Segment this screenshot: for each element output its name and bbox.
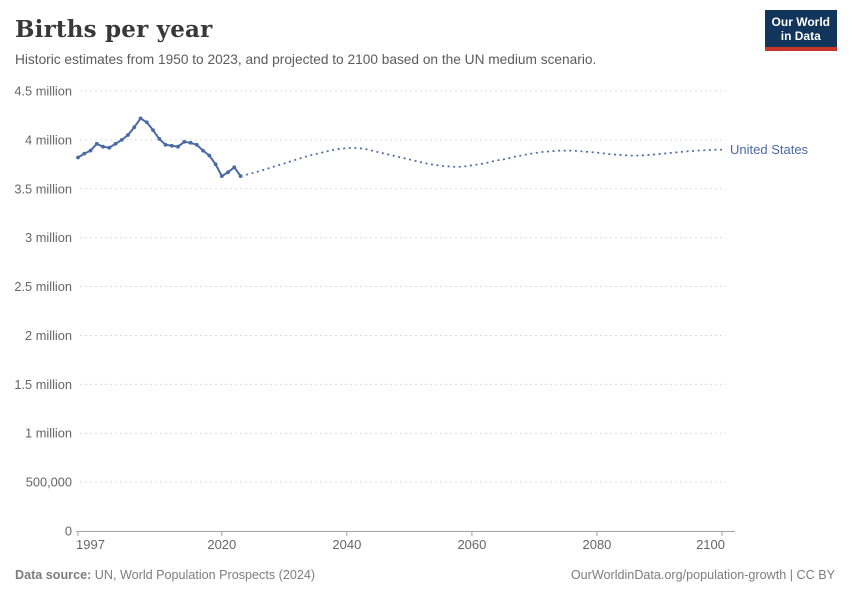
y-tick-label: 0 bbox=[65, 524, 72, 539]
data-point-marker bbox=[176, 144, 180, 149]
data-point-marker bbox=[188, 140, 193, 145]
data-point-marker bbox=[157, 137, 162, 141]
data-point-marker bbox=[76, 155, 80, 160]
y-tick-label: 4.5 million bbox=[14, 84, 72, 99]
data-point-marker bbox=[226, 170, 231, 175]
x-tick-label: 2060 bbox=[457, 537, 486, 552]
x-tick-label: 2080 bbox=[582, 537, 611, 552]
x-tick-label: 2020 bbox=[207, 537, 236, 552]
y-tick-label: 2.5 million bbox=[14, 279, 72, 294]
data-point-marker bbox=[163, 142, 168, 147]
y-tick-label: 1 million bbox=[25, 426, 72, 441]
owid-logo[interactable]: Our World in Data bbox=[764, 10, 837, 51]
y-tick-label: 1.5 million bbox=[14, 377, 72, 392]
data-point-marker bbox=[182, 139, 187, 144]
data-point-marker bbox=[82, 151, 87, 156]
data-point-marker bbox=[113, 141, 118, 146]
data-point-marker bbox=[138, 116, 143, 121]
data-point-marker bbox=[88, 148, 93, 153]
data-point-marker bbox=[169, 143, 174, 148]
owid-credit-link[interactable]: OurWorldinData.org/population-growth | C… bbox=[570, 568, 835, 582]
data-point-marker bbox=[132, 125, 137, 130]
y-tick-label: 3 million bbox=[25, 230, 72, 245]
y-tick-label: 3.5 million bbox=[14, 181, 72, 196]
series-label-united-states[interactable]: United States bbox=[730, 142, 809, 157]
data-point-marker bbox=[107, 145, 112, 150]
data-point-marker bbox=[219, 174, 224, 179]
logo-line-2: in Data bbox=[780, 29, 821, 43]
x-tick-label: 2040 bbox=[332, 537, 361, 552]
chart-subtitle: Historic estimates from 1950 to 2023, an… bbox=[15, 52, 597, 67]
data-point-marker bbox=[207, 153, 212, 158]
data-point-marker bbox=[201, 148, 205, 153]
y-tick-label: 500,000 bbox=[26, 475, 72, 490]
data-point-marker bbox=[194, 142, 199, 147]
data-source-label: Data source: bbox=[15, 568, 92, 582]
data-source: Data source: UN, World Population Prospe… bbox=[15, 568, 315, 582]
logo-stripe bbox=[764, 47, 837, 51]
data-point-marker bbox=[119, 138, 124, 142]
projected-line[interactable] bbox=[240, 146, 722, 177]
page-title: Births per year bbox=[15, 16, 213, 43]
data-point-marker bbox=[94, 141, 99, 146]
chart-footer: Data source: UN, World Population Prospe… bbox=[15, 568, 835, 582]
data-point-marker bbox=[144, 120, 149, 125]
logo-line-1: Our World bbox=[771, 15, 830, 29]
data-point-marker bbox=[213, 162, 218, 167]
data-point-marker bbox=[151, 128, 155, 133]
x-tick-label: 1997 bbox=[76, 537, 105, 552]
y-tick-label: 2 million bbox=[25, 328, 72, 343]
data-point-marker bbox=[101, 144, 105, 149]
data-point-marker bbox=[232, 165, 237, 170]
x-tick-label: 2100 bbox=[696, 537, 725, 552]
y-tick-label: 4 million bbox=[25, 132, 72, 147]
data-source-text: UN, World Population Prospects (2024) bbox=[91, 568, 316, 582]
data-point-marker bbox=[126, 133, 130, 137]
